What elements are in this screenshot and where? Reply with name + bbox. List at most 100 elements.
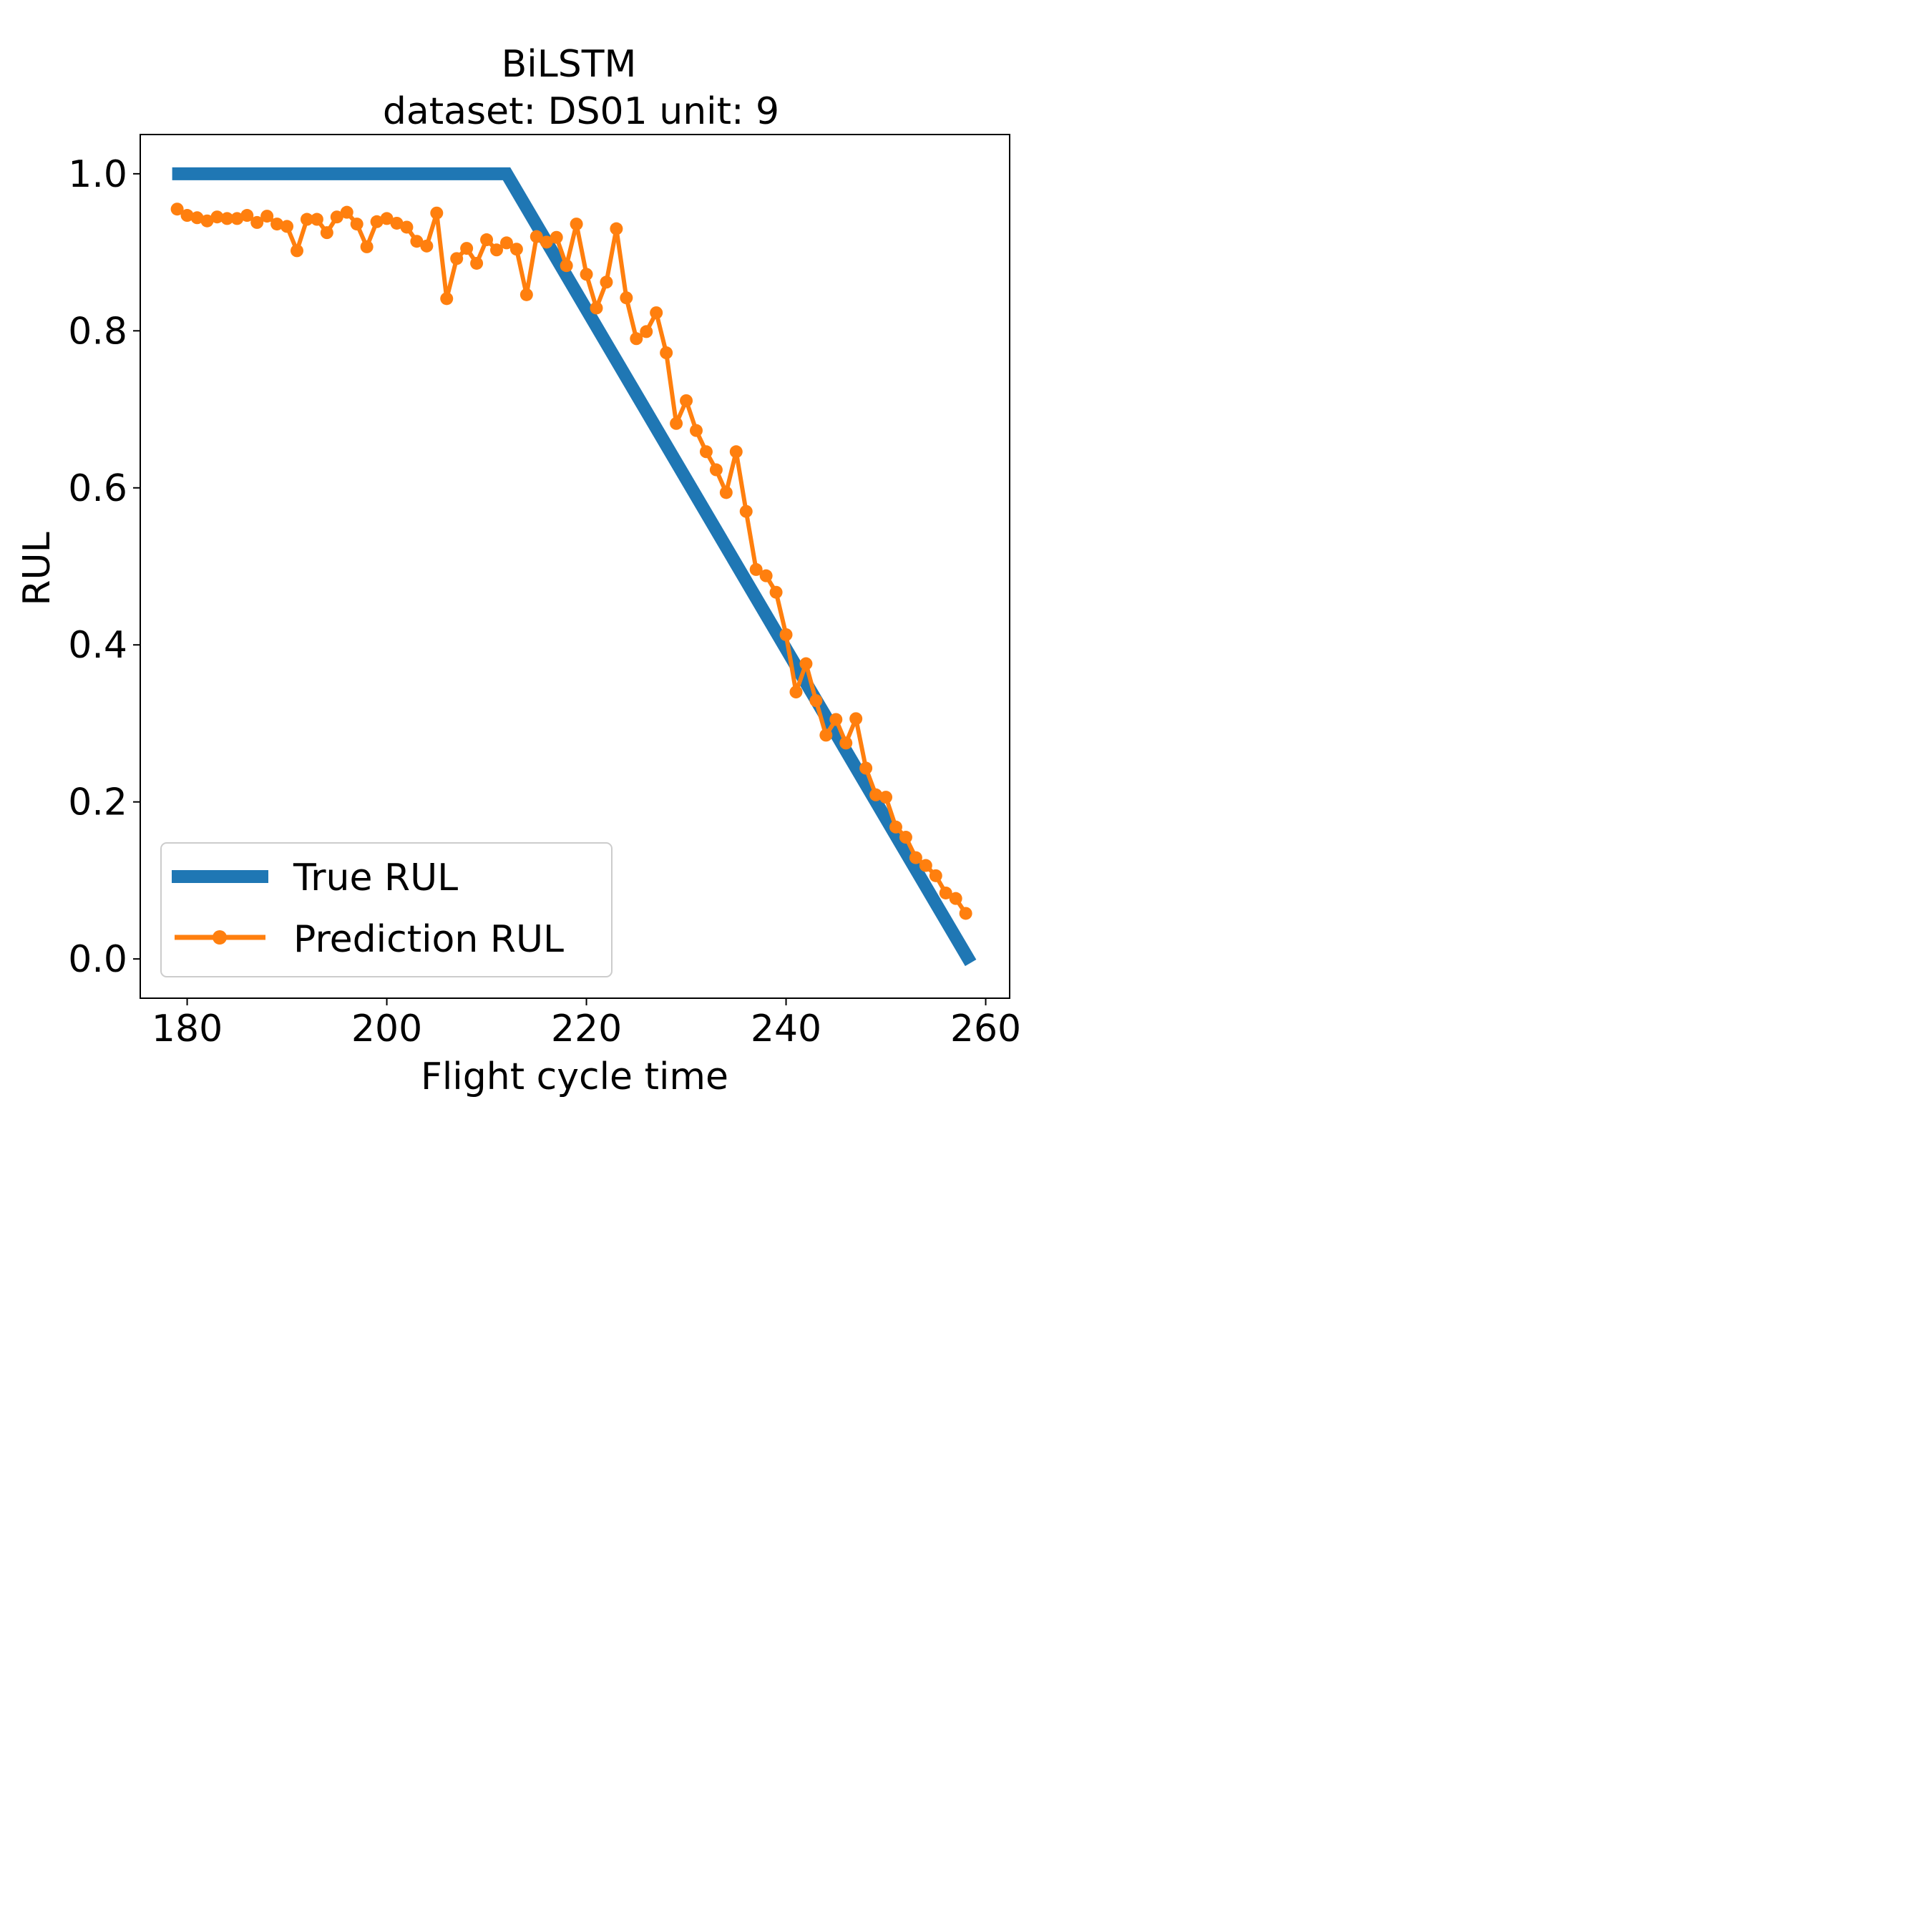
x-tick-label: 200	[351, 1008, 422, 1050]
prediction-rul-point	[190, 211, 204, 225]
prediction-rul-point	[590, 301, 603, 315]
legend-box	[160, 842, 613, 977]
prediction-rul-point	[849, 712, 863, 726]
prediction-rul-point	[240, 209, 254, 223]
prediction-rul-point	[230, 212, 244, 225]
prediction-rul-point	[470, 256, 484, 270]
prediction-rul-point	[310, 213, 323, 226]
plot-area	[170, 167, 977, 967]
prediction-rul-point	[959, 907, 972, 920]
prediction-rul-point	[210, 210, 224, 224]
prediction-rul-point	[779, 628, 793, 641]
prediction-rul-point	[440, 292, 454, 306]
prediction-rul-point	[410, 235, 424, 248]
prediction-rul-point	[550, 230, 563, 244]
prediction-rul-point	[291, 244, 304, 258]
y-axis: 0.0 0.2 0.4 0.6 0.8 1.0	[68, 153, 140, 981]
x-tick-label: 220	[551, 1008, 622, 1050]
prediction-rul-point	[729, 445, 743, 459]
prediction-rul-point	[689, 424, 703, 437]
legend-true-rul-label: True RUL	[293, 857, 458, 899]
x-axis: 180 200 220 240 260	[152, 998, 1021, 1050]
prediction-rul-point	[430, 206, 444, 220]
prediction-rul-point	[909, 851, 922, 864]
series-layer	[170, 167, 977, 967]
prediction-rul-point	[739, 504, 753, 518]
prediction-rul-point	[509, 243, 523, 256]
prediction-rul-point	[889, 820, 902, 834]
prediction-rul-point	[220, 212, 234, 225]
chart-title: BiLSTM	[502, 43, 637, 86]
y-axis-label: RUL	[16, 532, 59, 605]
prediction-rul-point	[450, 252, 464, 265]
prediction-rul-point	[460, 242, 474, 255]
prediction-rul-point	[919, 859, 932, 872]
prediction-rul-point	[370, 215, 384, 228]
prediction-rul-point	[680, 394, 693, 407]
prediction-rul-point	[350, 218, 364, 231]
prediction-rul-point	[390, 216, 404, 230]
prediction-rul-point	[630, 332, 643, 346]
prediction-rul-point	[330, 210, 343, 224]
x-tick-label: 260	[950, 1008, 1021, 1050]
prediction-rul-point	[620, 291, 633, 305]
prediction-rul-point	[939, 886, 952, 899]
prediction-rul-point	[749, 562, 763, 576]
prediction-rul-point	[660, 346, 673, 360]
prediction-rul-point	[560, 259, 573, 273]
prediction-rul-point	[879, 791, 893, 804]
prediction-rul-point	[300, 213, 313, 226]
y-tick-label: 0.8	[68, 310, 127, 353]
prediction-rul-point	[819, 728, 833, 742]
prediction-rul-point	[489, 243, 503, 257]
prediction-rul-point	[380, 212, 394, 225]
prediction-rul-point	[170, 203, 184, 216]
prediction-rul-point	[200, 214, 214, 228]
prediction-rul-point	[530, 230, 543, 243]
prediction-rul-point	[600, 275, 613, 289]
x-tick-label: 240	[751, 1008, 821, 1050]
prediction-rul-point	[180, 209, 194, 223]
legend-prediction-rul-marker	[213, 930, 227, 945]
prediction-rul-point	[320, 226, 333, 240]
prediction-rul-point	[610, 222, 623, 235]
prediction-rul-point	[260, 210, 274, 223]
x-axis-label: Flight cycle time	[421, 1055, 728, 1098]
prediction-rul-point	[570, 218, 583, 231]
chart-subtitle: dataset: DS01 unit: 9	[383, 90, 779, 133]
prediction-rul-point	[480, 233, 494, 247]
y-tick-label: 0.2	[68, 781, 127, 824]
y-tick-label: 0.4	[68, 624, 127, 667]
prediction-rul-point	[869, 788, 883, 801]
prediction-rul-point	[799, 657, 813, 670]
prediction-rul-point	[699, 445, 713, 459]
prediction-rul-point	[789, 686, 803, 699]
prediction-rul-point	[769, 585, 783, 599]
prediction-rul-point	[829, 713, 843, 726]
prediction-rul-point	[859, 761, 873, 775]
prediction-rul-point	[839, 736, 853, 750]
prediction-rul-point	[719, 486, 733, 499]
x-tick-label: 180	[152, 1008, 223, 1050]
legend-prediction-rul-label: Prediction RUL	[293, 918, 564, 961]
prediction-rul-point	[929, 869, 942, 882]
y-tick-label: 0.6	[68, 467, 127, 510]
legend: True RUL Prediction RUL	[160, 842, 613, 977]
prediction-rul-point	[400, 220, 414, 234]
prediction-rul-point	[540, 235, 553, 249]
plot-frame	[140, 134, 1010, 999]
prediction-rul-point	[250, 215, 264, 229]
prediction-rul-point	[809, 694, 823, 708]
prediction-rul-point	[899, 831, 912, 844]
prediction-rul-point	[499, 236, 513, 250]
prediction-rul-point	[580, 268, 593, 281]
prediction-rul-point	[519, 288, 533, 301]
prediction-rul-point	[360, 240, 374, 253]
prediction-rul-point	[270, 218, 284, 231]
prediction-rul-point	[280, 220, 294, 233]
prediction-rul-point	[340, 205, 353, 219]
y-tick-label: 1.0	[68, 153, 127, 196]
prediction-rul-point	[650, 306, 663, 320]
prediction-rul-point	[640, 325, 653, 338]
prediction-rul-point	[709, 463, 723, 477]
